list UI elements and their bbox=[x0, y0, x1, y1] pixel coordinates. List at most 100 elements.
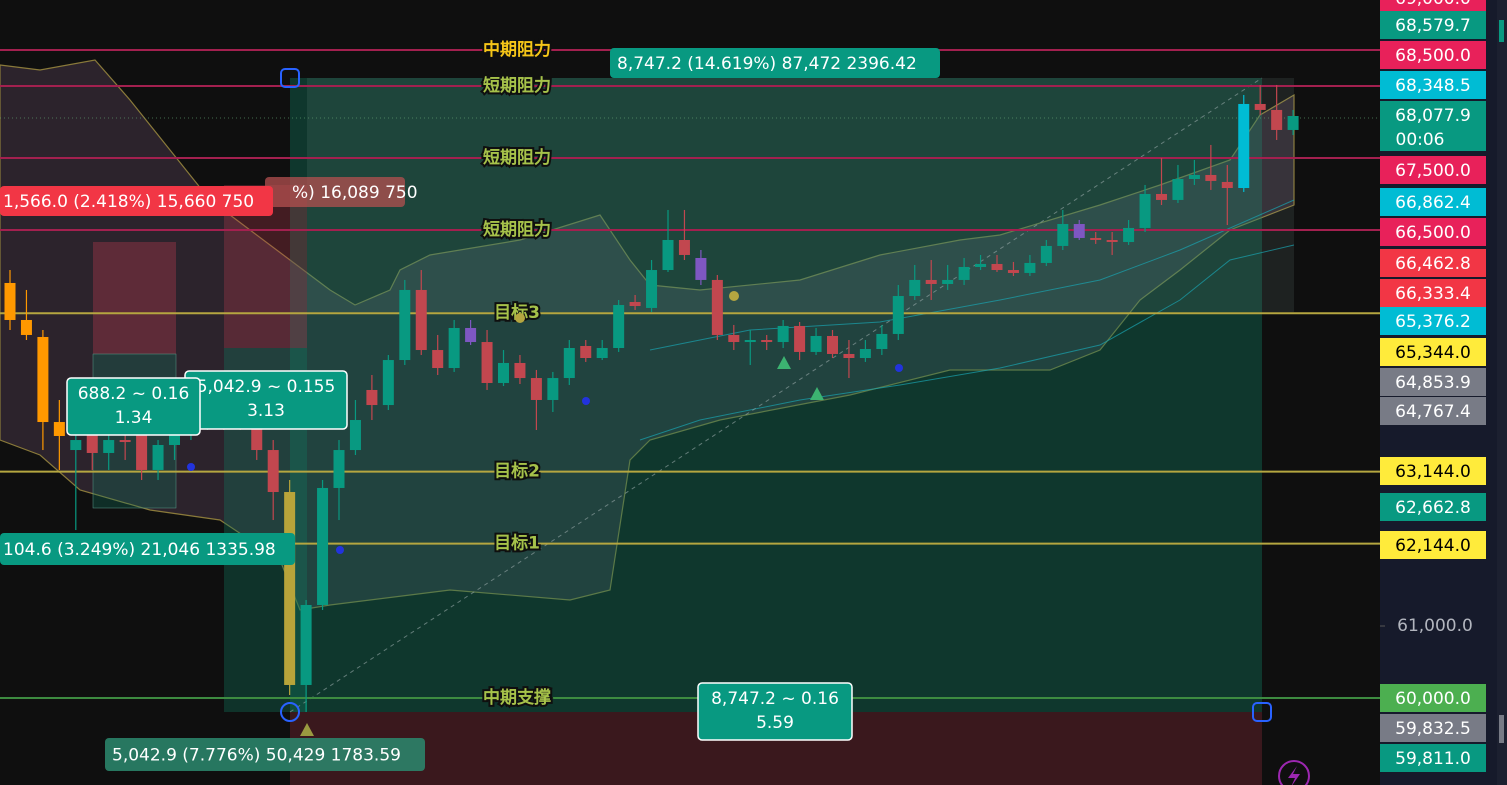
candle-body bbox=[514, 362, 526, 379]
level-label: 目标1 bbox=[494, 533, 540, 554]
candle-body bbox=[629, 301, 641, 307]
candle-body bbox=[530, 378, 542, 400]
candle-body bbox=[300, 604, 312, 685]
handle[interactable] bbox=[280, 68, 300, 88]
candle-body bbox=[1007, 270, 1019, 273]
candle-body bbox=[827, 335, 838, 354]
signal-dot bbox=[895, 364, 903, 372]
scroll-thumb[interactable] bbox=[1499, 20, 1504, 42]
candle-body bbox=[958, 266, 970, 280]
candle-body bbox=[267, 450, 279, 493]
price-badge bbox=[1380, 41, 1486, 69]
handle[interactable] bbox=[1252, 702, 1272, 722]
annotation-box bbox=[265, 177, 405, 207]
price-badge bbox=[1380, 218, 1486, 246]
scrollbar[interactable] bbox=[1497, 0, 1507, 785]
candle-body bbox=[843, 353, 855, 359]
annotation-text: 1,566.0 (2.418%) 15,660 750 bbox=[3, 192, 254, 212]
candle-body bbox=[4, 282, 16, 320]
price-badge bbox=[1380, 11, 1486, 39]
price-badge-label: 68,348.5 bbox=[1395, 76, 1471, 96]
candle-body bbox=[498, 362, 509, 383]
candle-body bbox=[1254, 103, 1266, 110]
candle-body bbox=[547, 378, 559, 400]
candle-body bbox=[136, 434, 148, 470]
scroll-thumb[interactable] bbox=[1499, 715, 1504, 743]
price-badge-label: 68,077.9 bbox=[1395, 106, 1471, 126]
price-badge bbox=[1380, 71, 1486, 99]
candle-body bbox=[991, 263, 1003, 271]
candle-body bbox=[1221, 181, 1233, 189]
price-badge-label: 68,500.0 bbox=[1395, 46, 1471, 66]
candle-body bbox=[1271, 109, 1283, 130]
candle-body bbox=[596, 348, 608, 359]
price-badge bbox=[1380, 531, 1486, 559]
candle-body bbox=[37, 336, 49, 423]
candle-body bbox=[366, 389, 378, 406]
price-badge-label: 60,000.0 bbox=[1395, 689, 1471, 709]
price-badge bbox=[1380, 714, 1486, 742]
candle-body bbox=[1139, 193, 1151, 228]
annotation-box bbox=[610, 48, 940, 78]
annotation-text: 688.2 ~ 0.16 bbox=[78, 384, 190, 404]
signal-dot bbox=[515, 313, 525, 323]
signal-dot bbox=[582, 397, 590, 405]
annotation-box bbox=[0, 533, 295, 565]
price-badge-label: 66,500.0 bbox=[1395, 223, 1471, 243]
candle-body bbox=[53, 422, 65, 436]
annotation-text: 104.6 (3.249%) 21,046 1335.98 bbox=[3, 540, 276, 560]
candle-body bbox=[580, 345, 592, 359]
annotation-text: 1.34 bbox=[115, 408, 153, 428]
candle-body bbox=[448, 327, 460, 369]
candle-body bbox=[942, 279, 954, 284]
price-badge-label: 62,144.0 bbox=[1395, 536, 1471, 556]
signal-dot bbox=[187, 463, 195, 471]
candle-body bbox=[333, 450, 345, 488]
handles bbox=[280, 68, 1310, 785]
price-badge-label: 66,862.4 bbox=[1395, 193, 1471, 213]
candle-body bbox=[169, 434, 180, 445]
candle-body bbox=[613, 305, 625, 349]
candle-body bbox=[810, 335, 822, 352]
candle-body bbox=[794, 325, 806, 352]
annotation-text: 8,747.2 ~ 0.16 bbox=[711, 689, 839, 709]
price-badge bbox=[1380, 457, 1486, 485]
candle-body bbox=[284, 492, 296, 685]
candle-body bbox=[1287, 116, 1299, 130]
price-badge bbox=[1380, 279, 1486, 307]
price-badge bbox=[1380, 307, 1486, 335]
candle-body bbox=[711, 279, 723, 335]
price-badge-label: 65,376.2 bbox=[1395, 312, 1471, 332]
price-badge bbox=[1380, 493, 1486, 521]
candle-body bbox=[925, 279, 937, 284]
candle-body bbox=[859, 349, 871, 359]
flash-button[interactable] bbox=[1278, 760, 1310, 785]
level-label: 中期支撑 bbox=[483, 687, 551, 708]
price-badge bbox=[1380, 156, 1486, 184]
handle[interactable] bbox=[280, 702, 300, 722]
price-badge-label: 66,462.8 bbox=[1395, 254, 1471, 274]
candle-body bbox=[103, 440, 115, 453]
shaded-zone bbox=[307, 78, 1294, 312]
price-badge-label: 66,333.4 bbox=[1395, 284, 1471, 304]
candle-body bbox=[1156, 193, 1167, 200]
price-badge bbox=[1380, 0, 1486, 12]
candle-body bbox=[761, 340, 773, 343]
candle-body bbox=[744, 340, 756, 343]
annotation-box bbox=[66, 377, 201, 436]
level-label: 短期阻力 bbox=[483, 147, 551, 168]
level-label: 短期阻力 bbox=[483, 75, 551, 96]
price-badge bbox=[1380, 397, 1486, 425]
candle-body bbox=[1205, 174, 1217, 181]
flash-icon bbox=[1288, 766, 1300, 785]
candle-body bbox=[646, 270, 658, 308]
annotation-text: 5.59 bbox=[756, 713, 794, 733]
price-badge bbox=[1380, 249, 1486, 277]
price-axis: 61,000.0 69,000.0 68,579.7 68,500.0 68,348.5… bbox=[1380, 0, 1486, 772]
signal-dot bbox=[729, 291, 739, 301]
candle-body bbox=[678, 239, 690, 255]
candle-body bbox=[382, 360, 394, 406]
